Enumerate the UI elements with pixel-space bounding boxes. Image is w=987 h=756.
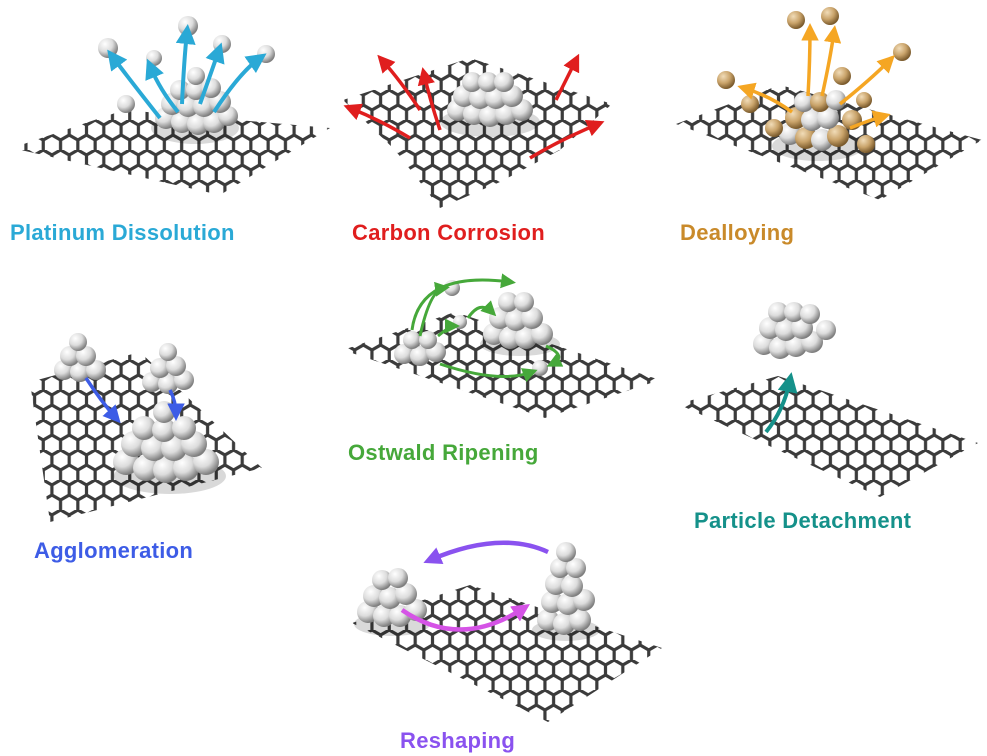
arrows-particle-detachment [764, 372, 798, 434]
particle-cluster-reshaping [354, 542, 600, 641]
particle-cluster-detachment [753, 302, 836, 359]
label-particle-detachment: Particle Detachment [694, 508, 912, 533]
label-reshaping: Reshaping [400, 728, 516, 753]
label-agglomeration: Agglomeration [34, 538, 194, 563]
graphene-sheet-detachment [678, 376, 978, 497]
graphene-sheet-platinum [12, 110, 330, 195]
label-platinum-dissolution: Platinum Dissolution [10, 220, 235, 245]
label-carbon-corrosion: Carbon Corrosion [352, 220, 546, 245]
arrows-dealloying [737, 23, 895, 130]
particle-cluster-carbon [440, 72, 540, 137]
arrows-reshaping [400, 540, 549, 632]
arrows-ostwald-ripening [410, 273, 564, 383]
arrows-agglomeration [84, 377, 185, 424]
label-ostwald-ripening: Ostwald Ripening [348, 440, 539, 465]
arrows-platinum-dissolution [107, 24, 267, 120]
arrows-carbon-corrosion [343, 53, 605, 160]
graphene-sheet-reshaping [352, 585, 662, 722]
label-dealloying: Dealloying [680, 220, 795, 245]
